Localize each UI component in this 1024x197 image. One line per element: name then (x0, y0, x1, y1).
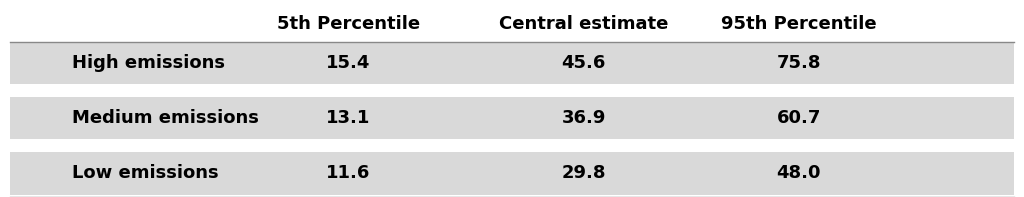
Text: 29.8: 29.8 (561, 164, 606, 182)
Text: 36.9: 36.9 (561, 109, 606, 127)
FancyBboxPatch shape (10, 42, 1014, 84)
Text: 13.1: 13.1 (326, 109, 371, 127)
Text: 95th Percentile: 95th Percentile (721, 15, 877, 33)
Text: Medium emissions: Medium emissions (72, 109, 258, 127)
Text: 11.6: 11.6 (326, 164, 371, 182)
Text: 5th Percentile: 5th Percentile (276, 15, 420, 33)
Text: 45.6: 45.6 (561, 54, 606, 72)
Text: High emissions: High emissions (72, 54, 224, 72)
FancyBboxPatch shape (10, 152, 1014, 195)
Text: Low emissions: Low emissions (72, 164, 218, 182)
Text: 48.0: 48.0 (776, 164, 821, 182)
Text: 15.4: 15.4 (326, 54, 371, 72)
FancyBboxPatch shape (10, 97, 1014, 139)
Text: Central estimate: Central estimate (499, 15, 669, 33)
Text: 75.8: 75.8 (776, 54, 821, 72)
Text: 60.7: 60.7 (776, 109, 821, 127)
